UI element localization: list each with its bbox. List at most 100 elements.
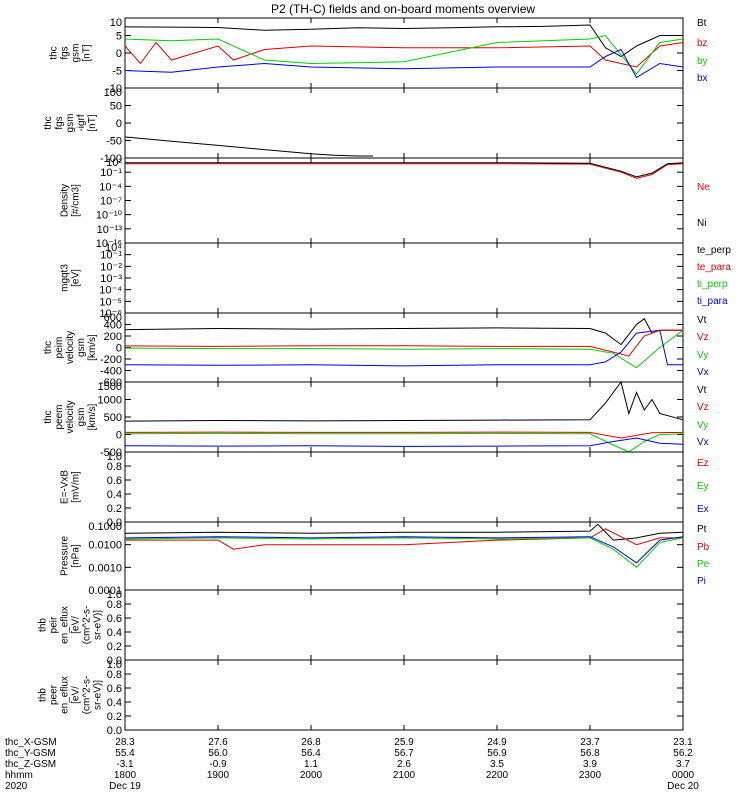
y-tick-label: -500: [100, 447, 122, 459]
y-tick-label: 10²: [106, 157, 122, 169]
y-label-line: [#/cm3]: [71, 184, 82, 217]
y-tick-label: -200: [100, 354, 122, 366]
y-tick-label: 0.4: [107, 697, 122, 709]
y-tick-label: -10: [106, 83, 122, 95]
y-tick-label: 10⁻²: [100, 261, 122, 273]
y-label-line: [km/s]: [87, 334, 98, 361]
series-line-bx: [124, 48, 684, 79]
x-tick-label: 56.2: [673, 748, 693, 759]
y-label-line: [nPa]: [71, 544, 82, 568]
y-tick-label: 10⁻⁴: [99, 181, 122, 193]
x-tick-label: 26.8: [301, 737, 321, 748]
panel-2: 100 50 0 -50 -100 thc fgs gsm -igrf [nT]: [43, 87, 684, 165]
y-tick-label: 0.0: [107, 655, 122, 667]
legend-pi: Pi: [697, 576, 706, 587]
x-tick-label: 56.4: [301, 748, 321, 759]
y-label-line: thc: [43, 116, 54, 129]
y-tick-label: 0.0: [107, 725, 122, 737]
y-label-line: gsm: [65, 114, 76, 133]
y-label-line: peem: [54, 404, 65, 429]
x-tick-label: 3.9: [583, 759, 597, 770]
series-line-ne: [125, 163, 684, 179]
y-tick-label: 0: [116, 48, 122, 60]
y-tick-label: 200: [104, 331, 122, 343]
x-tick-label: 2100: [393, 770, 416, 781]
x-tick-label: 0000: [672, 770, 695, 781]
legend-vx: Vx: [697, 437, 709, 448]
y-label-line: sr-eV)]: [93, 680, 104, 710]
y-label-line: thc: [43, 341, 54, 354]
x-tick-label: 2200: [486, 770, 509, 781]
y-label-line: fgs: [54, 116, 65, 129]
y-label-line: velocity: [65, 331, 76, 364]
legend-ne: Ne: [697, 182, 710, 193]
x-axis-annotation: thc_X-GSM 28.3 27.6 26.8 25.9 24.9 23.7 23.1 thc…: [5, 737, 699, 792]
y-tick-label: 100: [104, 87, 122, 99]
x-tick-label: 23.1: [673, 737, 693, 748]
y-tick-label: 10⁻¹: [100, 167, 122, 179]
y-label-line: en_eflux: [60, 606, 71, 644]
y-tick-label: 0.8: [107, 461, 122, 473]
legend-bt: Bt: [697, 18, 707, 29]
y-label-line: -igrf: [76, 114, 87, 131]
x-tick-label: -0.9: [209, 759, 227, 770]
y-tick-label: 0.6: [107, 683, 122, 695]
panel-frame: [124, 381, 684, 453]
y-tick-label: -600: [100, 377, 122, 389]
x-row-label: thc_Z-GSM: [5, 759, 56, 770]
y-tick-label: -100: [100, 153, 122, 165]
y-label-line: thb: [38, 618, 49, 632]
panel-6: 1500 1000 500 0 -500 thc peem velocity gsm [km/s]…: [43, 380, 709, 459]
y-tick-label: 10⁻¹³: [97, 224, 123, 236]
series-line-by: [124, 34, 684, 75]
y-label-line: peer: [49, 684, 60, 705]
legend-ni: Ni: [697, 218, 706, 229]
x-tick-label: 23.7: [580, 737, 600, 748]
y-label-line: [nT]: [82, 44, 93, 61]
series-line-bt: [124, 24, 683, 58]
legend-vt: Vt: [697, 385, 707, 396]
legend-te_para: te_para: [697, 262, 731, 273]
y-tick-label: 0: [116, 343, 122, 355]
x-tick-label: 28.3: [115, 737, 135, 748]
y-label-line: [eV/: [71, 686, 82, 704]
x-row-label: thc_X-GSM: [5, 737, 57, 748]
legend-vz: Vz: [697, 332, 709, 343]
series-line-vx: [124, 437, 684, 447]
y-tick-label: 0.0010: [88, 562, 122, 574]
legend-ez: Ez: [697, 458, 709, 469]
y-tick-label: 0: [116, 430, 122, 442]
y-tick-label: 0.2: [107, 711, 122, 723]
x-tick-label: 56.0: [208, 748, 228, 759]
series-line-vy: [124, 329, 684, 369]
y-axis-label: thb peer en_eflux [eV/(cm^2-s-sr-eV)]: [38, 676, 104, 715]
y-tick-label: -5: [112, 66, 122, 78]
legend-bz: bz: [697, 38, 708, 49]
x-tick-label: -3.1: [116, 759, 134, 770]
y-tick-label: 50: [110, 101, 122, 113]
x-tick-label: 3.7: [676, 759, 690, 770]
y-tick-label: 0.0001: [88, 585, 122, 597]
y-tick-label: 0.4: [107, 627, 122, 639]
y-label-line: thb: [38, 688, 49, 702]
y-label-line: (cm^2-s-: [82, 676, 93, 715]
y-label-line: peir: [49, 616, 60, 633]
legend-te_perp: te_perp: [697, 245, 731, 256]
y-axis-label: Pressure [nPa]: [60, 536, 82, 576]
legend-pb: Pb: [697, 542, 710, 553]
y-tick-label: 0.2: [107, 641, 122, 653]
panel-1: 10 5 0 -5 -10 thc fgs gsm [nT] Bt bz by bx: [49, 17, 708, 95]
x-row-label: thc_Y-GSM: [5, 748, 56, 759]
x-tick-label: 1900: [207, 770, 230, 781]
series-line-pe: [124, 537, 684, 568]
series-line-vt: [124, 380, 684, 422]
y-label-line: [eV]: [71, 269, 82, 287]
legend-vy: Vy: [697, 350, 708, 361]
y-tick-label: 0.0100: [88, 540, 122, 552]
panel-frame: [124, 87, 684, 159]
x-tick-label: 2.6: [397, 759, 411, 770]
x-tick-label: 2000: [300, 770, 323, 781]
x-tick-label: 56.7: [394, 748, 414, 759]
